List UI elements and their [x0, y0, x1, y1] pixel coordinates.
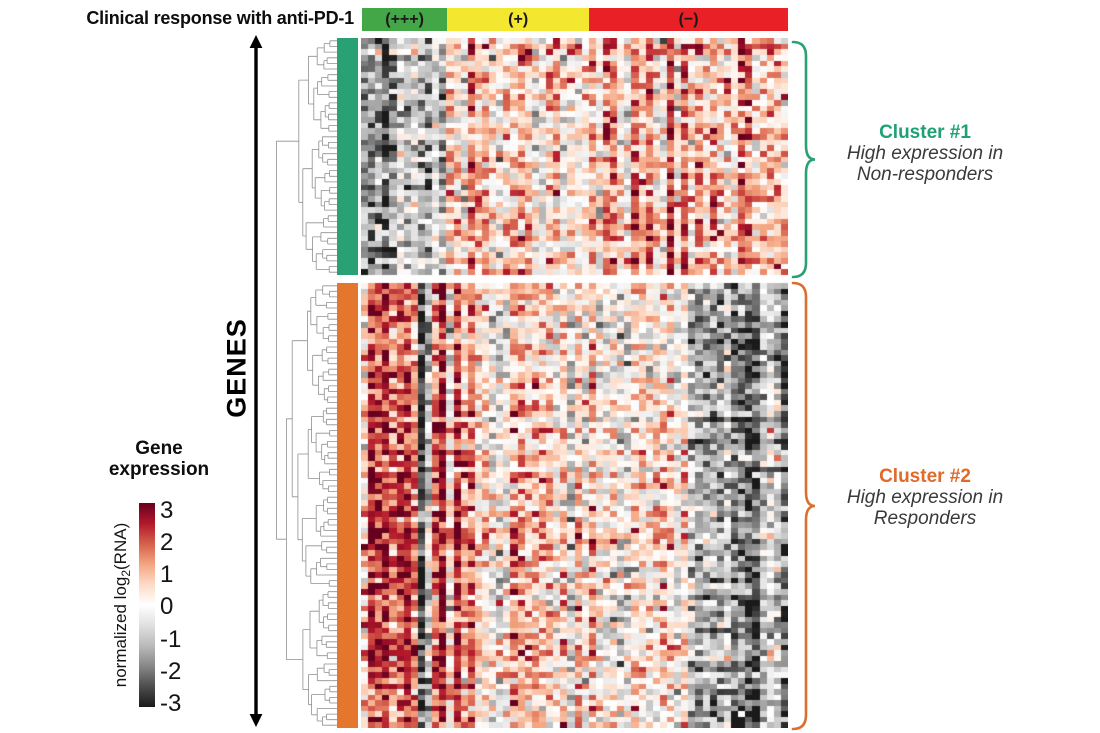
gene-expression-heatmap — [361, 38, 788, 728]
legend-tick-labels: 3 2 1 0 -1 -2 -3 — [160, 0, 200, 733]
legend-title: Gene expression — [73, 438, 245, 480]
legend-tick-1: 1 — [160, 561, 174, 588]
legend-tick-neg1: -1 — [160, 626, 182, 653]
legend-tick-3: 3 — [160, 497, 174, 524]
cluster2-name: Cluster #2 — [879, 466, 971, 487]
clinical-response-bar: (+++) (+) (−) — [362, 8, 788, 31]
legend-tick-neg2: -2 — [160, 658, 182, 685]
cluster1-name: Cluster #1 — [879, 122, 971, 143]
cluster2-caption: Cluster #2 High expression in Responders — [825, 466, 1025, 529]
cluster1-brace — [791, 40, 816, 279]
legend-axis-label-prefix: normalized log — [110, 576, 130, 688]
cluster2-color-bar — [337, 283, 358, 728]
cluster1-color-bar — [337, 38, 358, 275]
cluster2-brace — [791, 281, 816, 731]
legend-axis-label: normalized log2(RNA) — [111, 523, 133, 687]
legend-title-line1: Gene — [135, 438, 183, 459]
legend-tick-0: 0 — [160, 593, 174, 620]
legend-tick-2: 2 — [160, 529, 174, 556]
cluster1-description-line1: High expression in — [846, 143, 1004, 164]
genes-axis-arrow-icon — [249, 35, 263, 727]
response-group-non-responder: (−) — [589, 8, 788, 31]
cluster1-description-line2: Non-responders — [856, 164, 994, 185]
response-group-label: (+) — [508, 10, 529, 28]
genes-axis-label: GENES — [221, 318, 252, 418]
cluster2-description-line1: High expression in — [846, 487, 1004, 508]
legend-colorbar — [139, 503, 155, 707]
legend-axis-label-sub: 2 — [119, 569, 134, 577]
response-group-partial-responder: (+) — [447, 8, 590, 31]
figure-title: Clinical response with anti-PD-1 — [86, 8, 354, 28]
cluster-braces — [791, 40, 816, 731]
legend-tick-neg3: -3 — [160, 690, 182, 717]
cluster2-description-line2: Responders — [873, 508, 977, 529]
gene-dendrogram — [276, 40, 338, 726]
legend-axis-label-suffix: (RNA) — [110, 522, 130, 570]
legend-title-line2: expression — [108, 459, 210, 480]
response-group-label: (+++) — [385, 10, 424, 28]
cluster1-caption: Cluster #1 High expression in Non-respon… — [825, 122, 1025, 185]
response-group-label: (−) — [678, 10, 699, 28]
response-group-strong-responder: (+++) — [362, 8, 448, 31]
